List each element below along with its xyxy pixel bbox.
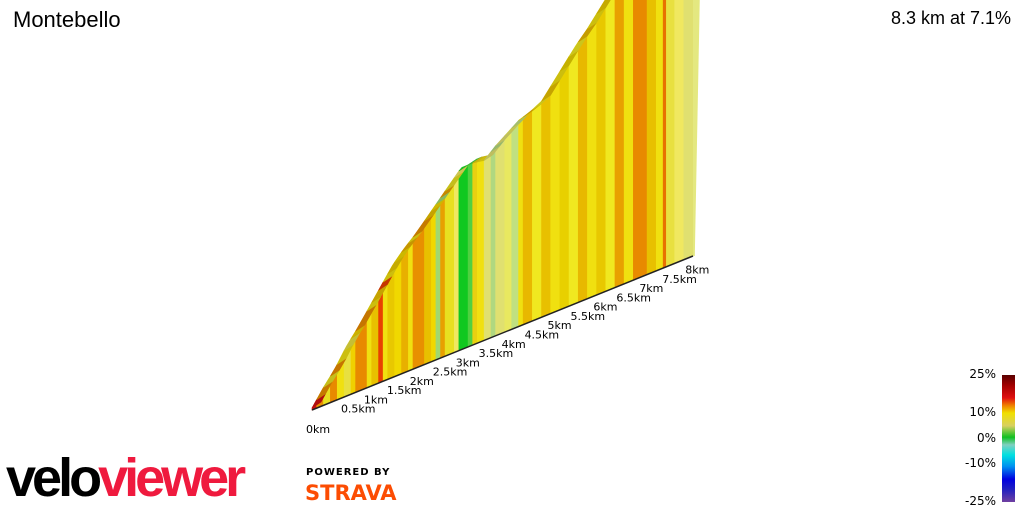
powered-by-label: POWERED BY (306, 467, 391, 478)
distance-tick-label: 7km (639, 282, 663, 295)
gradient-segment (490, 144, 496, 339)
distance-tick-label: 5km (548, 319, 572, 332)
segment-top-face (596, 0, 611, 15)
legend-label-minus10: -10% (964, 456, 996, 470)
gradient-segment (431, 203, 437, 363)
gradient-segment (646, 0, 657, 275)
gradient-segment (424, 209, 432, 365)
gradient-segment (596, 0, 607, 296)
distance-tick-label: 4.5km (525, 329, 560, 342)
gradient-segment (614, 0, 625, 288)
gradient-color-scale (1002, 375, 1015, 502)
strava-logo[interactable]: STRAVA (305, 481, 397, 505)
gradient-segment (412, 219, 425, 370)
distance-tick-label: 5.5km (570, 310, 605, 323)
gradient-segment (444, 176, 455, 357)
distance-tick-label: 0km (306, 423, 330, 436)
distance-tick-label: 6.5km (616, 291, 651, 304)
distance-tick-label: 1.5km (387, 384, 422, 397)
distance-tick-label: 1km (364, 393, 388, 406)
gradient-segment (587, 12, 597, 300)
gradient-segment (550, 70, 561, 314)
gradient-segment (633, 0, 648, 281)
distance-tick-label: 3km (456, 356, 480, 369)
distance-tick-labels: 0km 0.5km1km1.5km2km2.5km3km3.5km4km4.5km… (306, 264, 709, 436)
profile-end-cap (693, 0, 700, 256)
distance-tick-label: 2.5km (433, 366, 468, 379)
gradient-segment (476, 160, 485, 344)
gradient-segment (401, 242, 409, 375)
gradient-segment (522, 109, 533, 326)
distance-axis (311, 255, 694, 411)
gradient-segment (623, 0, 634, 285)
gradient-segment (674, 0, 685, 264)
distance-tick-label: 2km (410, 375, 434, 388)
segment-stats: 8.3 km at 7.1% (890, 8, 1011, 28)
gradient-segment (394, 251, 402, 378)
gradient-segment (655, 0, 664, 272)
logo-velo-text: velo (6, 448, 102, 508)
gradient-segment (541, 85, 551, 318)
legend-label-minus25: -25% (964, 494, 996, 508)
gradient-segment (577, 27, 588, 303)
gradient-segment (435, 196, 441, 361)
gradient-segment (467, 162, 473, 348)
gradient-segment (662, 0, 667, 269)
distance-tick-label: 7.5km (662, 273, 697, 286)
distance-tick-label: 8km (685, 264, 709, 277)
gradient-segment (605, 0, 616, 292)
gradient-segment (458, 164, 469, 352)
gradient-segment (495, 134, 506, 337)
distance-tick-label: 4km (502, 338, 526, 351)
distance-tick-label: 6km (593, 301, 617, 314)
gradient-segment (472, 161, 478, 346)
gradient-segment (568, 40, 579, 307)
distance-tick-label: 0.5km (341, 403, 376, 416)
segment-title: Montebello (13, 7, 121, 32)
gradient-segment (683, 0, 694, 261)
gradient-segment (440, 190, 446, 359)
veloviewer-logo[interactable]: veloviewer (6, 448, 246, 508)
gradient-segment (559, 55, 570, 311)
gradient-segment (454, 170, 460, 353)
gradient-segment (518, 116, 524, 327)
gradient-segment (666, 0, 675, 268)
profile-top-face (311, 0, 700, 409)
gradient-segment (532, 100, 542, 322)
gradient-segment (483, 150, 492, 341)
legend-label-0: 0% (976, 431, 996, 445)
logo-viewer-text: viewer (98, 448, 246, 508)
legend-label-10: 10% (969, 405, 996, 419)
gradient-segment (504, 127, 512, 333)
legend-label-25: 25% (969, 367, 996, 381)
distance-tick-label: 3.5km (479, 347, 514, 360)
gradient-segment (408, 236, 414, 372)
gradient-segment (511, 119, 519, 330)
